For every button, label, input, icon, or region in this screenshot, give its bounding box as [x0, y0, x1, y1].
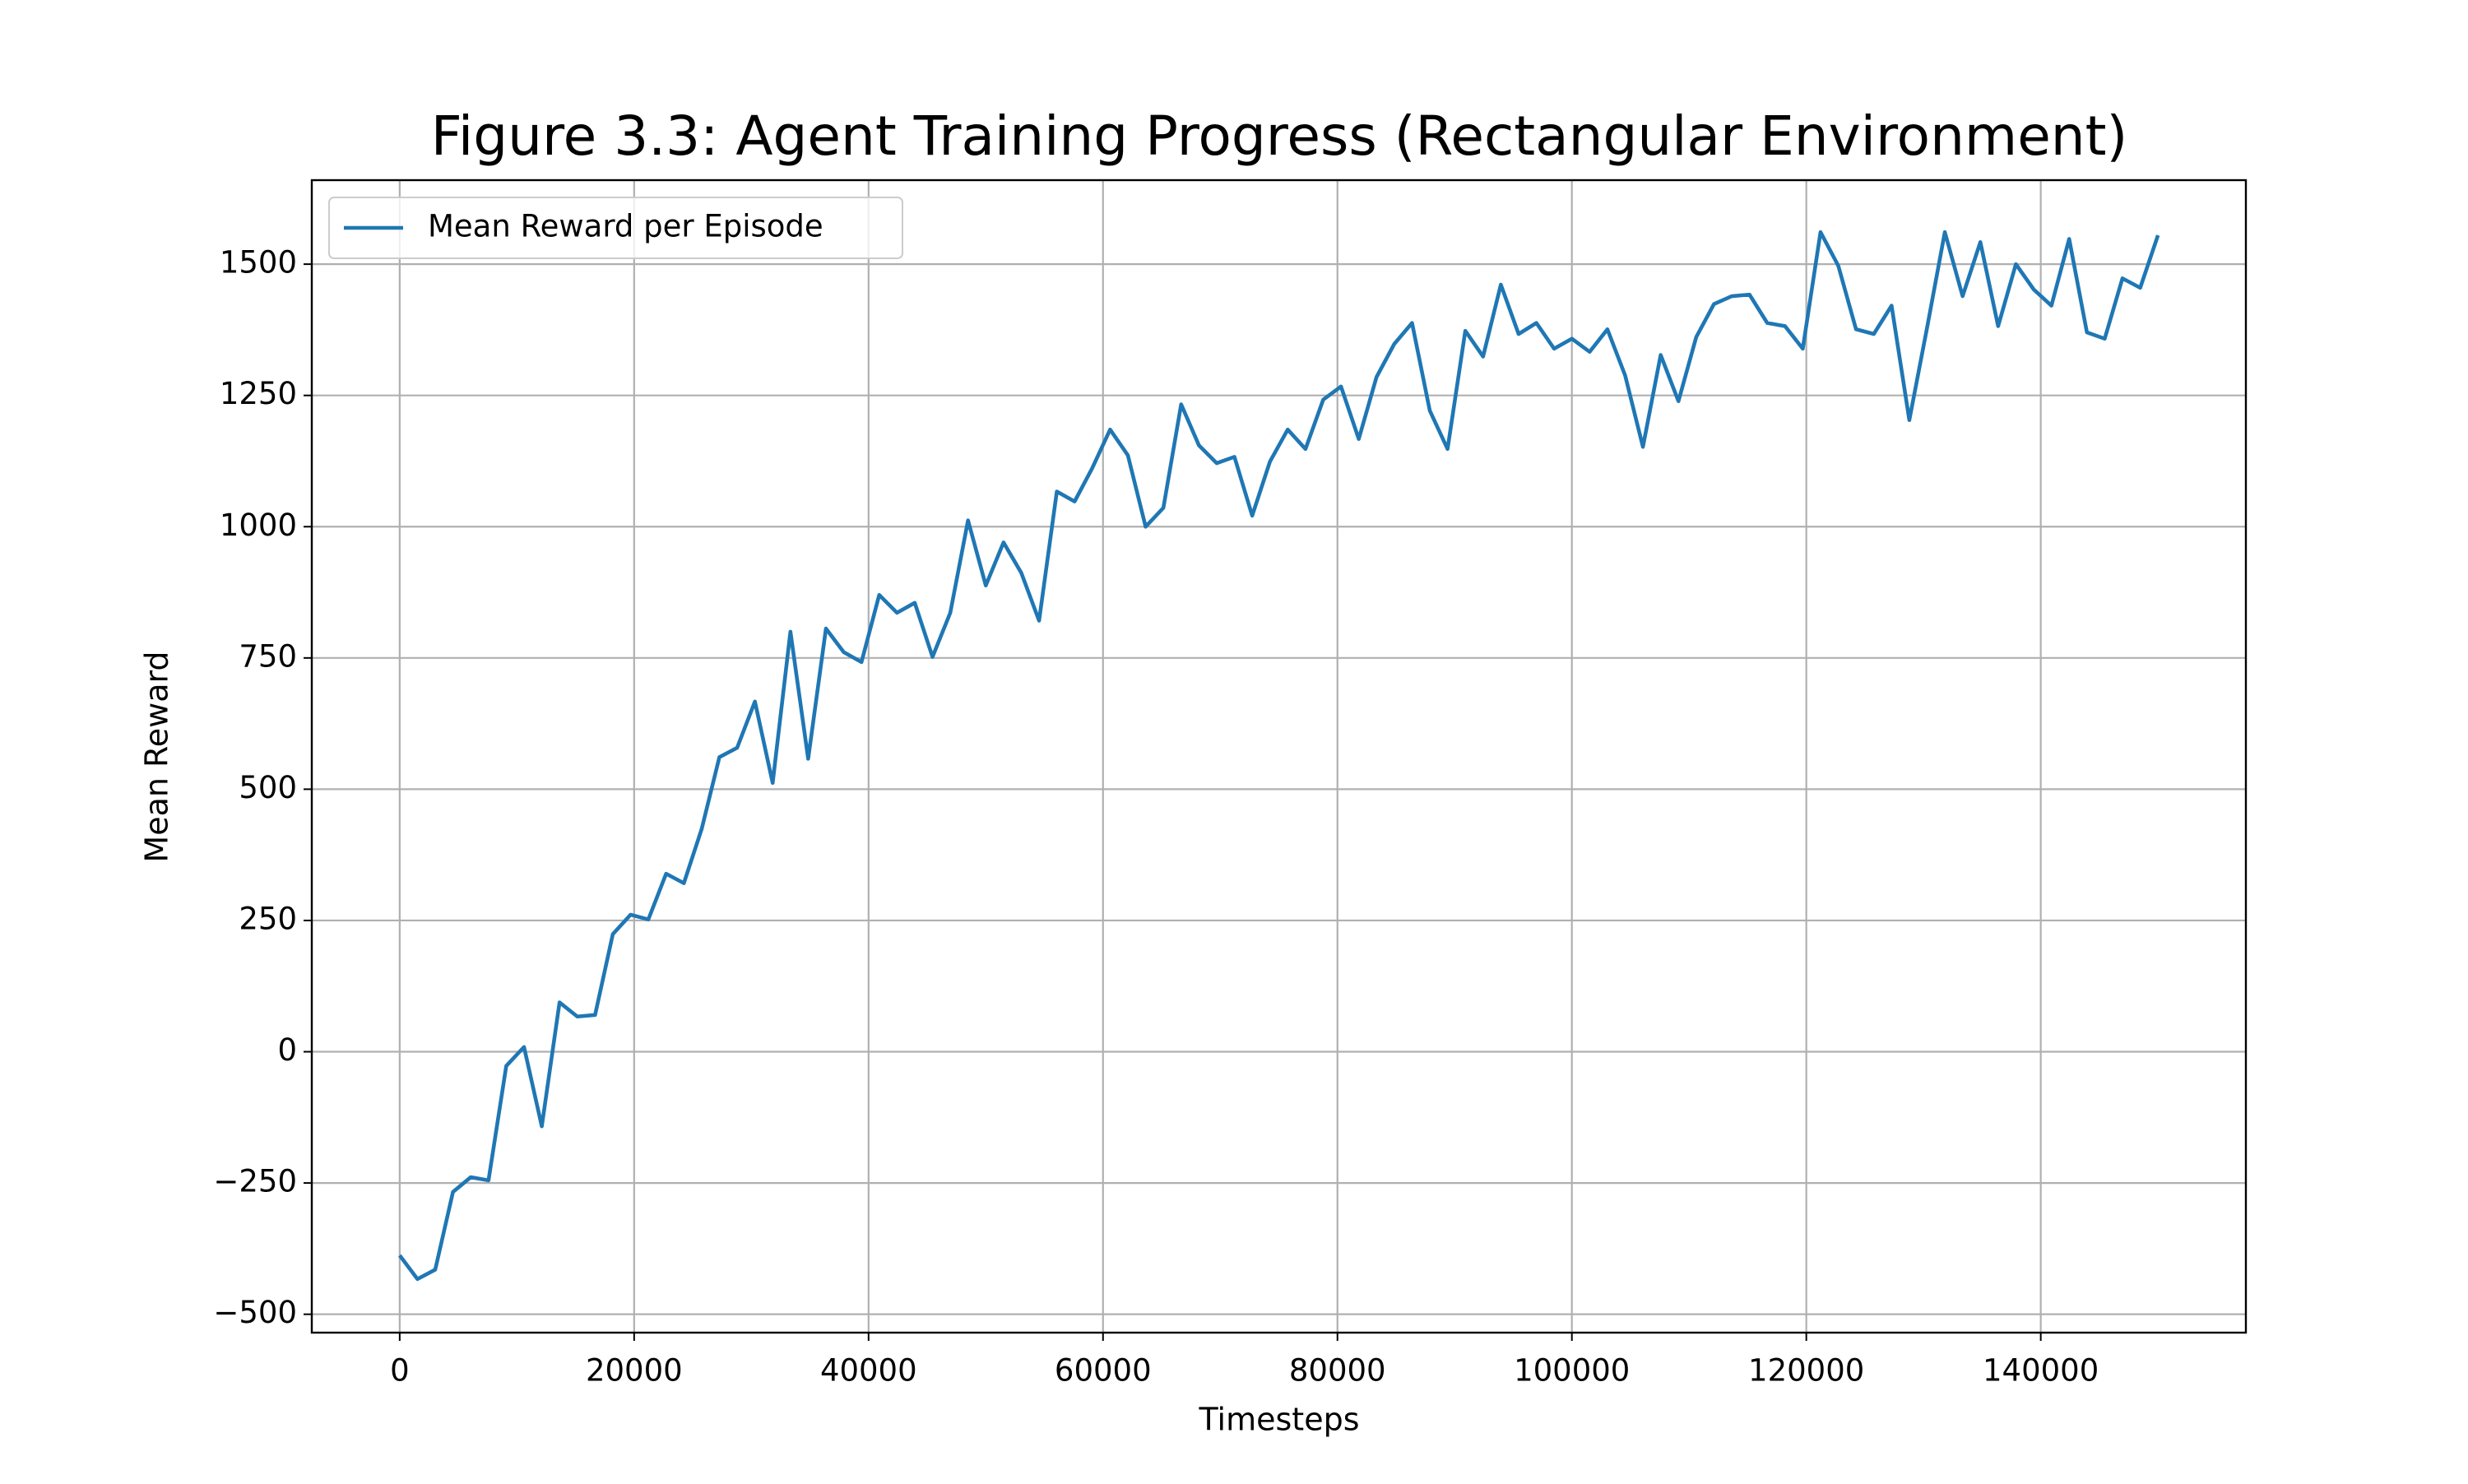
y-tick-label: −250: [213, 1164, 297, 1199]
x-tick-label: 60000: [1055, 1353, 1152, 1389]
chart-title: Figure 3.3: Agent Training Progress (Rec…: [431, 104, 2128, 168]
legend-box: [328, 197, 903, 259]
y-tick-label: 1250: [220, 376, 297, 411]
y-tick-label: 0: [277, 1032, 297, 1068]
y-tick-label: 1500: [220, 245, 297, 281]
line-series: [398, 230, 2160, 1282]
x-tick-label: 20000: [586, 1353, 683, 1389]
x-axis-label: Timesteps: [1199, 1402, 1360, 1438]
x-tick-label: 100000: [1514, 1353, 1630, 1389]
y-axis-label: Mean Reward: [139, 651, 175, 862]
x-tick-label: 0: [390, 1353, 410, 1389]
y-tick-label: −500: [213, 1295, 297, 1330]
y-tick-label: 250: [239, 901, 297, 936]
x-tick-label: 120000: [1748, 1353, 1864, 1389]
x-tick-label: 80000: [1289, 1353, 1386, 1389]
legend-label: Mean Reward per Episode: [428, 209, 823, 244]
y-tick-label: 750: [239, 638, 297, 674]
y-tick-label: 1000: [220, 508, 297, 543]
plot-frame: [310, 179, 2248, 1334]
x-tick-label: 40000: [820, 1353, 917, 1389]
x-tick-label: 140000: [1983, 1353, 2099, 1389]
y-tick-label: 500: [239, 770, 297, 805]
